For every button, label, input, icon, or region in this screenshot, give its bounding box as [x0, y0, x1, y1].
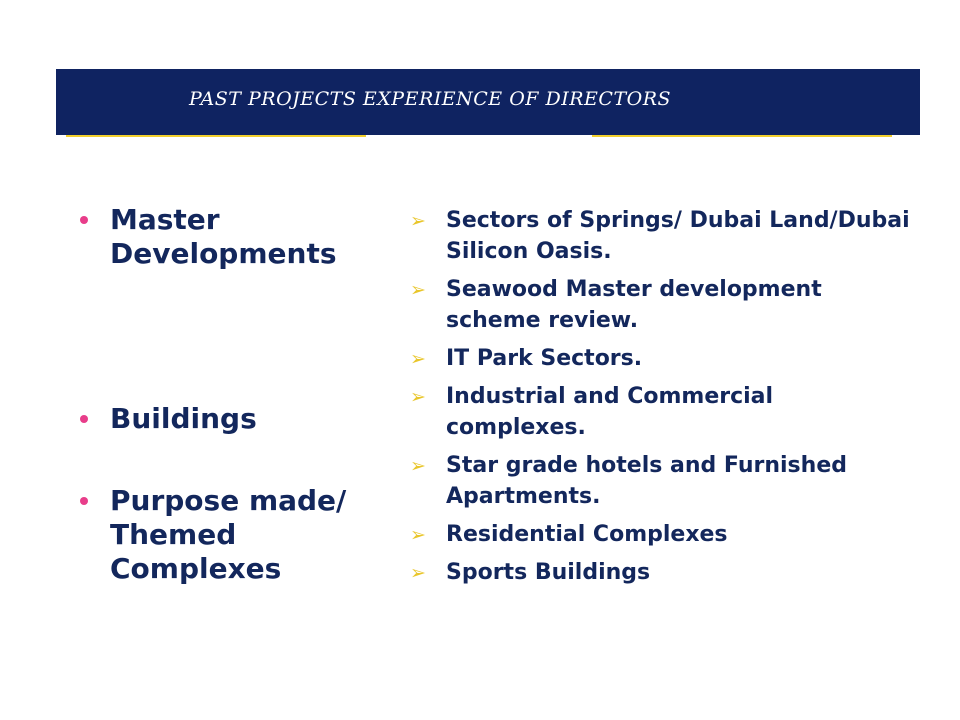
yellow-arrow-bullet-icon: ➢: [410, 386, 426, 408]
project-item: ➢ Sectors of Springs/ Dubai Land/Dubai S…: [410, 205, 920, 267]
project-item: ➢ Star grade hotels and Furnished Apartm…: [410, 450, 920, 512]
accent-line-right: [592, 135, 892, 137]
title-banner: PAST PROJECTS EXPERIENCE OF DIRECTORS: [56, 69, 920, 135]
yellow-arrow-bullet-icon: ➢: [410, 279, 426, 301]
yellow-arrow-bullet-icon: ➢: [410, 455, 426, 477]
project-list: ➢ Sectors of Springs/ Dubai Land/Dubai S…: [410, 205, 920, 595]
category-label: Master Developments: [110, 203, 337, 270]
category-item: Buildings: [74, 402, 394, 436]
pink-dot-bullet-icon: [80, 216, 88, 224]
project-label: Sports Buildings: [446, 560, 651, 585]
project-item: ➢ Residential Complexes: [410, 519, 920, 550]
slide-title: PAST PROJECTS EXPERIENCE OF DIRECTORS: [189, 88, 672, 110]
project-label: IT Park Sectors.: [446, 346, 643, 371]
pink-dot-bullet-icon: [80, 497, 88, 505]
project-label: Residential Complexes: [446, 522, 728, 547]
category-item: Purpose made/ Themed Complexes: [74, 484, 394, 586]
yellow-arrow-bullet-icon: ➢: [410, 348, 426, 370]
project-item: ➢ IT Park Sectors.: [410, 343, 920, 374]
pink-dot-bullet-icon: [80, 415, 88, 423]
project-item: ➢ Sports Buildings: [410, 557, 920, 588]
project-label: Star grade hotels and Furnished Apartmen…: [446, 453, 847, 509]
project-label: Sectors of Springs/ Dubai Land/Dubai Sil…: [446, 208, 910, 264]
category-list: Master Developments Buildings Purpose ma…: [74, 203, 394, 586]
category-label: Purpose made/ Themed Complexes: [110, 484, 347, 585]
project-label: Seawood Master development scheme review…: [446, 277, 822, 333]
accent-line-left: [66, 135, 366, 137]
project-item: ➢ Industrial and Commercial complexes.: [410, 381, 920, 443]
category-item: Master Developments: [74, 203, 394, 271]
project-item: ➢ Seawood Master development scheme revi…: [410, 274, 920, 336]
yellow-arrow-bullet-icon: ➢: [410, 524, 426, 546]
yellow-arrow-bullet-icon: ➢: [410, 210, 426, 232]
yellow-arrow-bullet-icon: ➢: [410, 562, 426, 584]
category-label: Buildings: [110, 402, 257, 435]
project-label: Industrial and Commercial complexes.: [446, 384, 774, 440]
